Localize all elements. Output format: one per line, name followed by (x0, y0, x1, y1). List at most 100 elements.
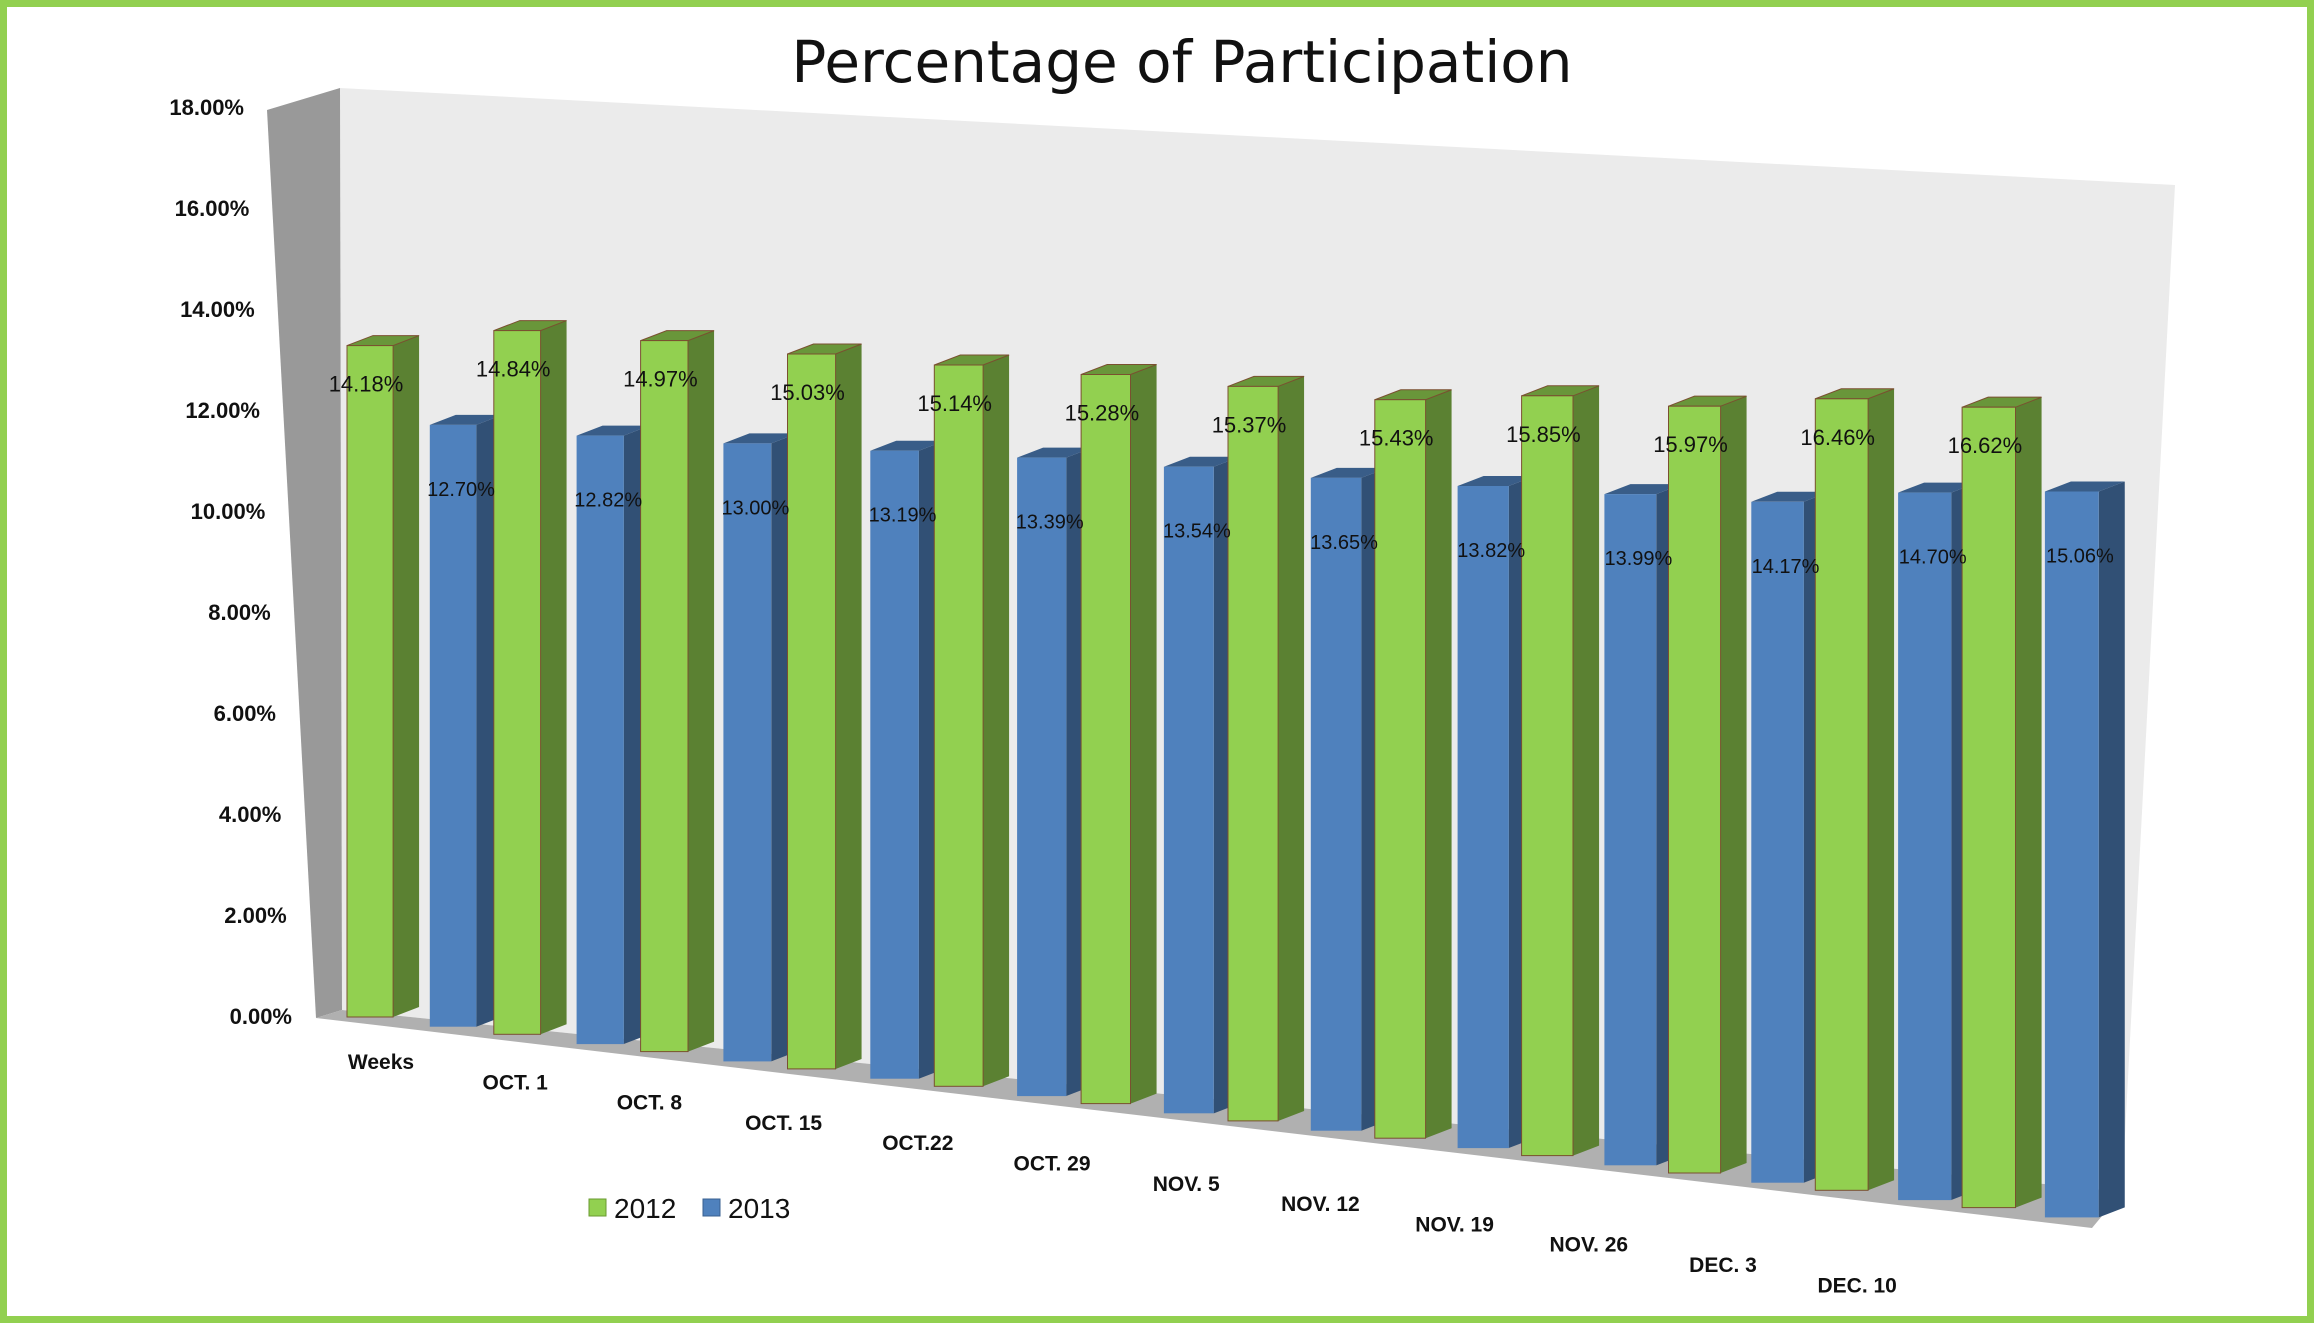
bar-side (393, 335, 420, 1017)
data-label-2013: 13.00% (721, 497, 789, 519)
y-axis: 0.00% 2.00% 4.00% 6.00% 8.00% 10.00% 12.00% 14.… (169, 95, 292, 1029)
x-tick-label: NOV. 5 (1153, 1173, 1220, 1196)
bar-side (1573, 385, 1600, 1156)
data-label-2012: 14.84% (476, 357, 551, 382)
bar-2012-1 (493, 320, 567, 1035)
bar-front (1961, 406, 2016, 1209)
floor (316, 1010, 2122, 1228)
bar-side (1278, 376, 1305, 1121)
x-tick-label: NOV. 19 (1415, 1213, 1494, 1236)
bar-side (2015, 397, 2042, 1208)
y-tick-label: 8.00% (208, 600, 270, 625)
bar-top (2044, 481, 2125, 492)
data-label-2013: 13.65% (1310, 532, 1378, 554)
bar-side (835, 343, 862, 1069)
data-label-2013: 13.19% (869, 505, 937, 527)
bar-top (1310, 467, 1388, 478)
bars (346, 320, 2125, 1218)
bar-front (1227, 385, 1279, 1122)
data-label-2013: 12.82% (574, 490, 642, 512)
bar-top (1751, 491, 1830, 502)
data-label-2012: 15.03% (770, 380, 845, 405)
x-tick-label: DEC. 3 (1689, 1254, 1757, 1277)
data-label-2013: 14.70% (1899, 547, 1967, 569)
bar-front (429, 424, 477, 1027)
bar-2012-11 (1961, 396, 2042, 1209)
bar-front (640, 340, 689, 1053)
bar-2013-2 (723, 433, 798, 1062)
data-label-2012: 15.85% (1506, 422, 1581, 447)
bar-front (1457, 486, 1509, 1149)
bar-front (493, 330, 542, 1035)
x-tick-label: NOV. 26 (1549, 1234, 1628, 1257)
bar-side (1130, 364, 1157, 1104)
data-label-2012: 14.18% (329, 372, 404, 397)
x-axis: Weeks OCT. 1 OCT. 8 OCT. 15 OCT.22 OCT. 29 NOV… (348, 1051, 1897, 1297)
chart-title: Percentage of Participation (791, 28, 1572, 96)
bar-2012-10 (1814, 388, 1895, 1191)
y-tick-label: 10.00% (191, 499, 266, 524)
bar-front (1751, 501, 1804, 1183)
bar-2012-5 (1080, 364, 1157, 1105)
data-label-2012: 14.97% (623, 367, 698, 392)
bar-top (576, 425, 650, 436)
y-tick-label: 0.00% (230, 1004, 292, 1029)
side-wall (267, 88, 342, 1018)
bar-side (1425, 389, 1452, 1139)
bar-top (1017, 447, 1093, 458)
legend-swatch-2013 (702, 1198, 721, 1217)
legend-swatch-2012 (588, 1198, 607, 1217)
bar-front (870, 450, 919, 1079)
data-label-2013: 13.82% (1457, 540, 1525, 562)
y-tick-label: 6.00% (214, 701, 276, 726)
bar-2012-6 (1227, 375, 1305, 1122)
bar-top (723, 433, 798, 444)
data-label-2013: 14.17% (1752, 556, 1820, 578)
x-tick-label: OCT. 29 (1013, 1153, 1090, 1176)
bar-front (1080, 374, 1131, 1105)
data-label-2013: 12.70% (427, 479, 495, 501)
bar-side (688, 330, 715, 1052)
bar-front (1521, 395, 1574, 1157)
x-tick-label: NOV. 12 (1281, 1193, 1360, 1216)
bar-2012-8 (1521, 385, 1600, 1157)
x-tick-label: Weeks (348, 1051, 414, 1074)
x-tick-label: OCT. 8 (617, 1092, 683, 1115)
bar-front (933, 364, 984, 1087)
data-label-2013: 13.99% (1604, 548, 1672, 570)
bar-front (1017, 457, 1067, 1097)
data-label-2013: 15.06% (2046, 546, 2114, 568)
y-tick-label: 12.00% (185, 398, 260, 423)
bar-2012-4 (933, 354, 1010, 1087)
bar-top (870, 440, 945, 451)
data-label-2013: 13.54% (1163, 521, 1231, 543)
data-label-2012: 15.97% (1653, 432, 1728, 457)
bar-side (540, 320, 567, 1035)
legend-label-2012: 2012 (614, 1193, 676, 1224)
legend: 2012 2013 (588, 1193, 790, 1224)
bar-2013-1 (576, 425, 650, 1045)
bar-front (1163, 466, 1214, 1114)
y-tick-label: 14.00% (180, 297, 255, 322)
bar-side (1720, 396, 1747, 1173)
data-label-2013: 13.39% (1016, 512, 1084, 534)
data-label-2012: 15.14% (917, 391, 992, 416)
data-label-2012: 16.46% (1800, 425, 1875, 450)
bar-front (2044, 491, 2099, 1218)
bar-front (1374, 399, 1427, 1139)
bar-front (1898, 492, 1952, 1201)
bar-front (1604, 494, 1657, 1166)
y-tick-label: 16.00% (175, 196, 250, 221)
data-label-2012: 15.28% (1065, 401, 1140, 426)
y-tick-label: 4.00% (219, 802, 281, 827)
bar-front (1814, 398, 1869, 1191)
y-tick-label: 18.00% (169, 95, 244, 120)
legend-label-2013: 2013 (728, 1193, 790, 1224)
bar-2012-9 (1668, 395, 1747, 1174)
data-label-2012: 16.62% (1948, 433, 2023, 458)
bar-front (576, 435, 624, 1045)
bar-top (1898, 482, 1978, 493)
bar-top (1604, 484, 1683, 495)
bar-side (1868, 388, 1895, 1191)
